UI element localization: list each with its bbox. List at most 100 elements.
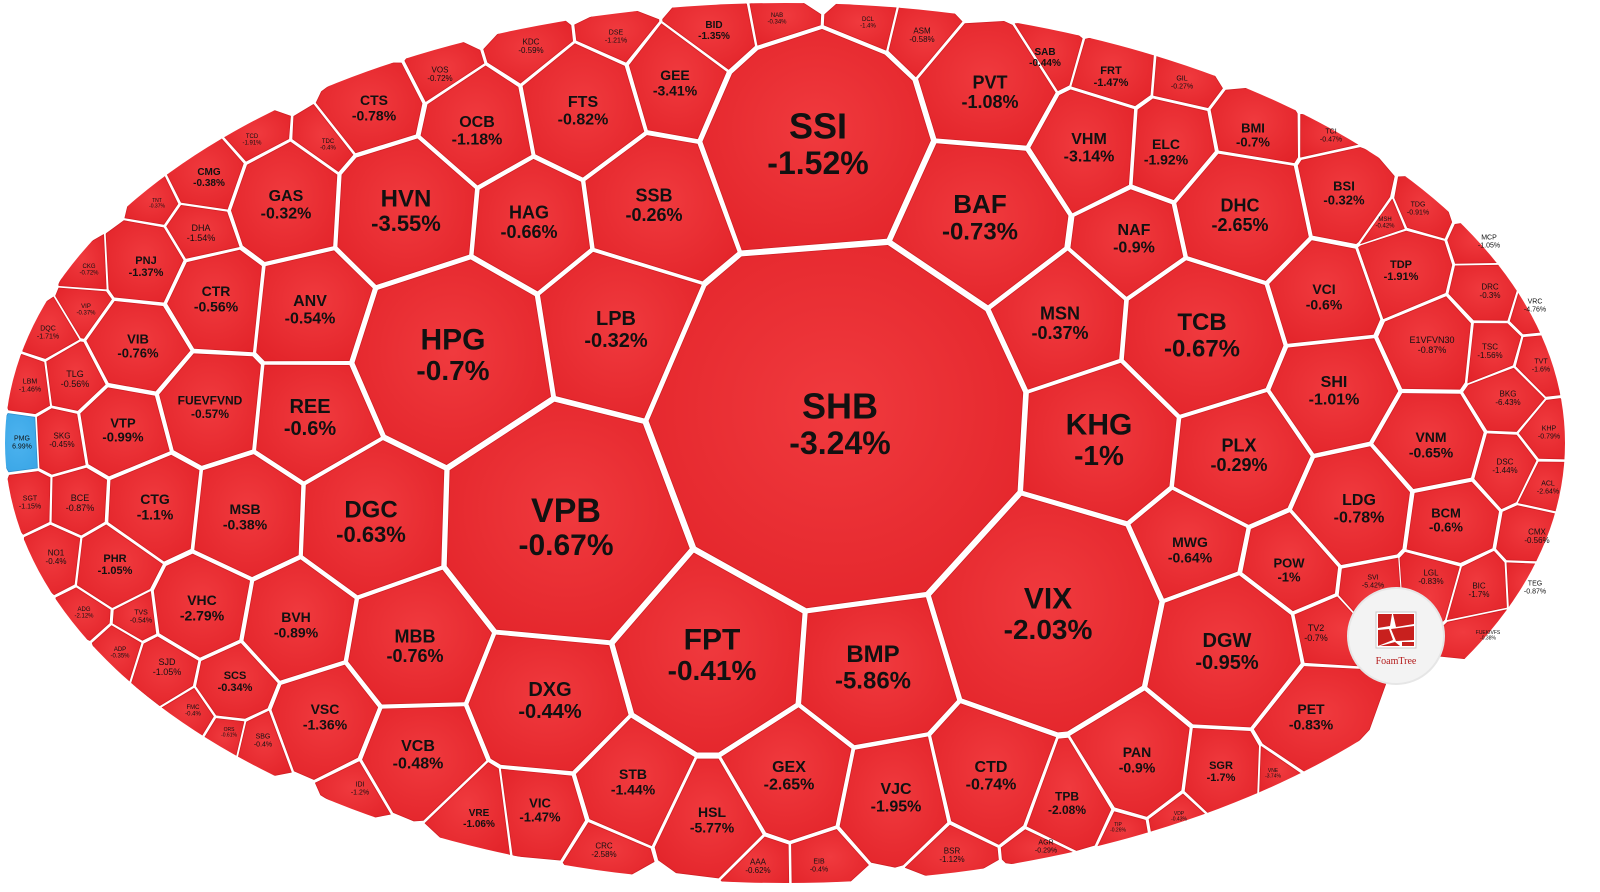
cell-vcb[interactable] (362, 706, 487, 822)
cell-change-label: -0.64% (1168, 550, 1213, 566)
cell-fts[interactable] (522, 43, 645, 178)
cell-fuevfvnd[interactable] (159, 353, 261, 466)
cell-nab[interactable] (749, 0, 822, 46)
cell-skg[interactable] (36, 408, 86, 475)
cell-pow[interactable] (1242, 512, 1339, 612)
cell-scs[interactable] (195, 643, 278, 719)
cell-vhm[interactable] (1030, 89, 1135, 214)
cell-tcb[interactable] (1123, 260, 1284, 415)
cell-tlg[interactable] (46, 341, 106, 411)
cell-shi[interactable] (1270, 338, 1399, 454)
cell-hpg[interactable] (354, 259, 551, 466)
cell-dxg[interactable] (468, 634, 629, 772)
cell-sjd[interactable] (130, 636, 199, 707)
cell-ticker-label: TCD (246, 134, 259, 140)
cell-plx[interactable] (1174, 392, 1311, 525)
cell-tpb[interactable] (1026, 737, 1112, 851)
cell-pmg[interactable] (0, 413, 38, 473)
cell-vib[interactable] (86, 300, 191, 392)
cell-change-label: -6.43% (1495, 398, 1520, 407)
cell-change-label: -0.41% (668, 655, 757, 686)
cell-aaa[interactable] (720, 836, 790, 887)
cell-gee[interactable] (628, 23, 727, 140)
cell-bcm[interactable] (1406, 481, 1499, 563)
cell-bsi[interactable] (1297, 147, 1395, 245)
cell-e1vfvn30[interactable] (1378, 296, 1471, 390)
cell-elc[interactable] (1132, 98, 1215, 201)
cell-change-label: -1.71% (37, 333, 59, 340)
cell-hsl[interactable] (654, 758, 763, 879)
cell-naf[interactable] (1070, 189, 1184, 297)
cell-msn[interactable] (990, 250, 1125, 390)
cell-tvs[interactable] (112, 591, 157, 641)
cell-bid[interactable] (662, 0, 755, 70)
cell-dcl[interactable] (823, 0, 898, 51)
cell-msh[interactable] (1360, 198, 1405, 245)
cell-ctg[interactable] (108, 454, 200, 562)
cell-stb[interactable] (575, 717, 695, 846)
cell-bmp[interactable] (801, 597, 958, 746)
cell-mbb[interactable] (348, 569, 492, 705)
cell-khg[interactable] (1023, 362, 1177, 522)
cell-ctr[interactable] (167, 249, 262, 353)
cell-mwg[interactable] (1130, 489, 1247, 599)
cell-tsc[interactable] (1467, 323, 1522, 384)
cell-tdp[interactable] (1358, 230, 1453, 320)
cell-vci[interactable] (1269, 240, 1381, 344)
cell-baf[interactable] (892, 143, 1069, 306)
cell-change-label: -1.4% (860, 23, 876, 29)
cell-ticker-label: PLX (1221, 435, 1256, 455)
cell-phr[interactable] (77, 524, 163, 608)
cell-change-label: -0.95% (1195, 652, 1259, 674)
cell-change-label: -0.91% (1407, 209, 1429, 216)
cell-lpb[interactable] (540, 251, 702, 419)
cell-vsc[interactable] (271, 664, 379, 780)
cell-hag[interactable] (473, 158, 591, 292)
cell-change-label: -0.65% (1409, 445, 1454, 461)
cell-dhc[interactable] (1176, 153, 1309, 281)
cell-vjc[interactable] (839, 736, 948, 868)
cell-change-label: -0.62% (745, 866, 770, 875)
cell-bic[interactable] (1446, 551, 1507, 620)
cell-khp[interactable] (1518, 398, 1574, 460)
cell-acl[interactable] (1518, 461, 1571, 513)
cell-msb[interactable] (194, 454, 302, 577)
cell-vpb[interactable] (446, 401, 690, 641)
cell-bkg[interactable] (1463, 367, 1545, 432)
cell-ree[interactable] (256, 364, 381, 482)
cell-vip[interactable] (55, 287, 112, 339)
cell-eib[interactable] (791, 829, 869, 888)
cell-shb[interactable] (648, 244, 1024, 609)
foamtree-badge[interactable]: FoamTree (1347, 587, 1445, 685)
cell-ckg[interactable] (58, 234, 107, 290)
cell-change-label: -0.45% (49, 440, 74, 449)
cell-dsc[interactable] (1474, 433, 1537, 510)
cell-ssb[interactable] (585, 135, 738, 282)
cell-dha[interactable] (166, 204, 240, 259)
cell-ocb[interactable] (420, 65, 532, 186)
cell-fpt[interactable] (614, 552, 803, 753)
cell-pvt[interactable] (918, 20, 1056, 146)
cell-dgc[interactable] (302, 440, 445, 596)
cell-gas[interactable] (230, 141, 338, 262)
cell-tdc[interactable] (292, 104, 354, 172)
cell-change-label: -1% (1074, 440, 1124, 471)
cell-ticker-label: PNJ (135, 255, 156, 267)
cell-gex[interactable] (721, 707, 852, 841)
cell-bvh[interactable] (243, 559, 355, 681)
cell-pnj[interactable] (105, 220, 184, 303)
cell-ldg[interactable] (1292, 446, 1410, 565)
cell-vhc[interactable] (153, 553, 251, 658)
cell-vtp[interactable] (80, 387, 170, 477)
cell-hvn[interactable] (337, 138, 476, 286)
cell-vix[interactable] (931, 495, 1160, 733)
cell-ticker-label: BIC (1472, 581, 1486, 590)
cell-anv[interactable] (256, 250, 373, 362)
cell-ticker-label: TVS (134, 610, 148, 617)
cell-ssi[interactable] (702, 28, 931, 251)
cell-vnm[interactable] (1373, 393, 1484, 490)
cell-ctd[interactable] (931, 703, 1056, 845)
cell-pan[interactable] (1070, 690, 1190, 817)
cell-dgw[interactable] (1147, 575, 1301, 728)
cell-bce[interactable] (51, 467, 107, 536)
